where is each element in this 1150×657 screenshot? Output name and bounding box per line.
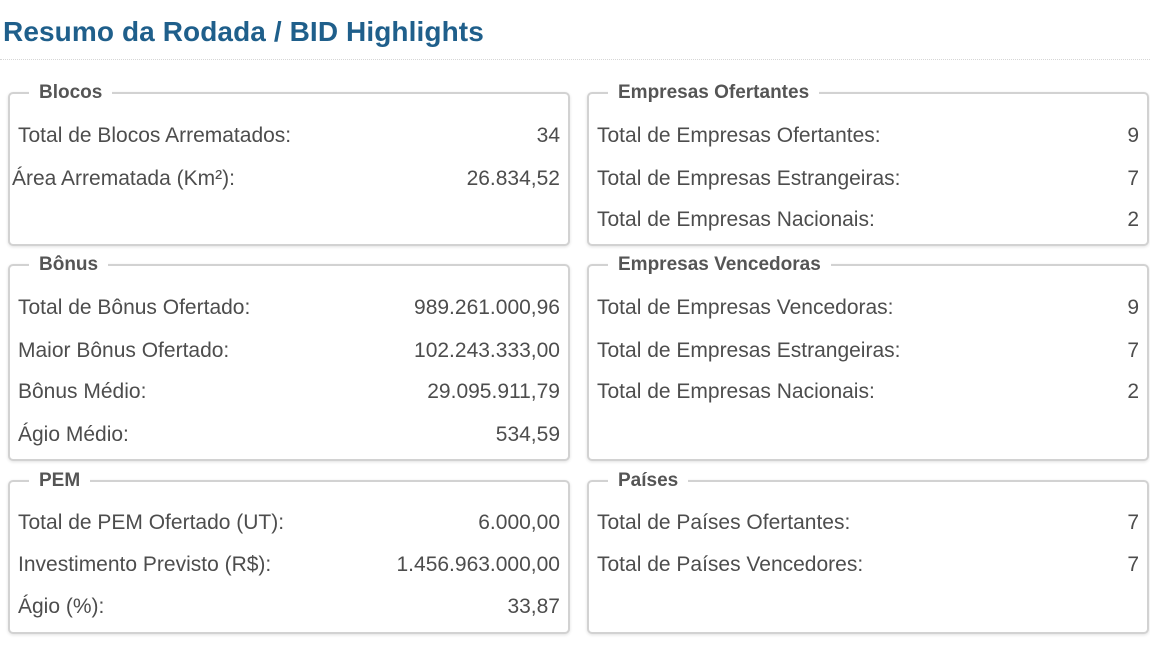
stat-value: 29.095.911,79 [427, 380, 560, 403]
stat-value: 6.000,00 [478, 511, 560, 534]
stat-value: 7 [1127, 339, 1139, 362]
bonus-panel: Bônus Total de Bônus Ofertado: 989.261.0… [8, 254, 570, 461]
stat-label: Total de Empresas Nacionais: [597, 208, 875, 231]
stat-label: Total de PEM Ofertado (UT): [18, 511, 285, 534]
empresas-vencedoras-panel-title: Empresas Vencedoras [608, 254, 831, 276]
stat-value: 2 [1127, 208, 1139, 231]
empresas-ofertantes-panel-title: Empresas Ofertantes [608, 82, 820, 104]
stat-label: Investimento Previsto (R$): [18, 553, 272, 576]
stat-row-investimento-previsto: Investimento Previsto (R$): 1.456.963.00… [18, 551, 560, 579]
stat-value: 9 [1127, 124, 1139, 147]
blocos-panel-title: Blocos [29, 82, 113, 104]
empresas-ofertantes-panel: Empresas Ofertantes Total de Empresas Of… [587, 82, 1149, 246]
stat-label: Total de Países Ofertantes: [597, 511, 851, 534]
empresas-vencedoras-panel: Empresas Vencedoras Total de Empresas Ve… [587, 254, 1149, 461]
stat-row-area-arrematada: Área Arrematada (Km²): 26.834,52 [12, 165, 560, 193]
stat-value: 34 [536, 124, 560, 147]
stat-label: Bônus Médio: [18, 380, 147, 403]
stat-value: 7 [1127, 553, 1139, 576]
stat-row-total-bonus: Total de Bônus Ofertado: 989.261.000,96 [18, 294, 560, 322]
pem-panel-title: PEM [29, 470, 91, 492]
stat-label: Ágio (%): [18, 595, 105, 618]
paises-panel-title: Países [608, 470, 689, 492]
stat-row-total-blocos: Total de Blocos Arrematados: 34 [18, 122, 560, 150]
stat-row-vencedoras-nacionais: Total de Empresas Nacionais: 2 [597, 378, 1139, 406]
stat-row-bonus-medio: Bônus Médio: 29.095.911,79 [18, 378, 560, 406]
stat-label: Total de Países Vencedores: [597, 553, 864, 576]
stat-label: Total de Empresas Ofertantes: [597, 124, 881, 147]
title-divider [0, 59, 1150, 60]
stat-label: Maior Bônus Ofertado: [18, 339, 230, 362]
stat-value: 26.834,52 [466, 167, 560, 190]
paises-panel: Países Total de Países Ofertantes: 7 Tot… [587, 470, 1149, 634]
stat-row-empresas-vencedoras: Total de Empresas Vencedoras: 9 [597, 294, 1139, 322]
stat-value: 989.261.000,96 [414, 296, 560, 319]
stat-label: Total de Empresas Nacionais: [597, 380, 875, 403]
stat-label: Total de Empresas Estrangeiras: [597, 339, 901, 362]
stat-value: 7 [1127, 511, 1139, 534]
page-title: Resumo da Rodada / BID Highlights [3, 16, 484, 47]
stat-label: Total de Empresas Vencedoras: [597, 296, 894, 319]
stat-row-empresas-ofertantes: Total de Empresas Ofertantes: 9 [597, 122, 1139, 150]
stat-value: 33,87 [507, 595, 560, 618]
stat-value: 102.243.333,00 [414, 339, 560, 362]
pem-panel: PEM Total de PEM Ofertado (UT): 6.000,00… [8, 470, 570, 634]
stat-row-paises-ofertantes: Total de Países Ofertantes: 7 [597, 509, 1139, 537]
stat-row-paises-vencedores: Total de Países Vencedores: 7 [597, 551, 1139, 579]
stat-row-empresas-nacionais: Total de Empresas Nacionais: 2 [597, 206, 1139, 234]
stat-value: 1.456.963.000,00 [396, 553, 561, 576]
stat-label: Total de Blocos Arrematados: [18, 124, 292, 147]
stat-label: Total de Empresas Estrangeiras: [597, 167, 901, 190]
stat-value: 7 [1127, 167, 1139, 190]
bonus-panel-title: Bônus [29, 254, 109, 276]
stat-value: 9 [1127, 296, 1139, 319]
stat-row-total-pem: Total de PEM Ofertado (UT): 6.000,00 [18, 509, 560, 537]
stat-label: Ágio Médio: [18, 423, 129, 446]
stat-value: 534,59 [495, 423, 560, 446]
stat-row-empresas-estrangeiras: Total de Empresas Estrangeiras: 7 [597, 165, 1139, 193]
stat-label: Área Arrematada (Km²): [12, 167, 235, 190]
stat-row-maior-bonus: Maior Bônus Ofertado: 102.243.333,00 [18, 337, 560, 365]
blocos-panel: Blocos Total de Blocos Arrematados: 34 Á… [8, 82, 570, 246]
stat-label: Total de Bônus Ofertado: [18, 296, 251, 319]
stat-row-agio-medio: Ágio Médio: 534,59 [18, 421, 560, 449]
stat-value: 2 [1127, 380, 1139, 403]
stat-row-vencedoras-estrangeiras: Total de Empresas Estrangeiras: 7 [597, 337, 1139, 365]
stat-row-agio-pem: Ágio (%): 33,87 [18, 593, 560, 621]
